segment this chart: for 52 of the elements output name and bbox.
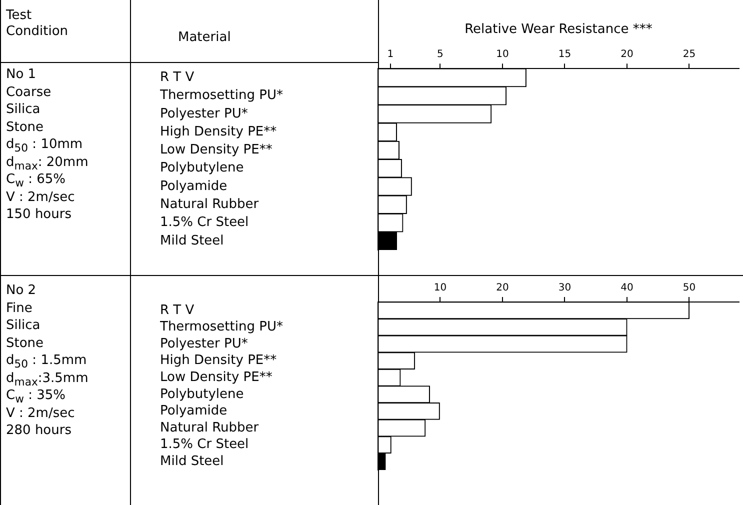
y-tick-label: Thermosetting PU* [159, 88, 284, 104]
y-tick-label: R T V [160, 302, 194, 318]
x-tick-label: 20 [496, 282, 509, 294]
text: d$_{max}$:3.5mm [6, 370, 88, 388]
x-tick-label: 1 [387, 49, 394, 60]
y-tick-label: 1.5% Cr Steel [160, 437, 249, 452]
x-tick-label: 50 [682, 282, 696, 294]
x-tick-label: 10 [496, 49, 509, 60]
text: d$_{50}$ : 1.5mm [6, 353, 87, 371]
y-tick-label: Mild Steel [160, 454, 224, 469]
y-tick-label: High Density PE** [160, 124, 278, 140]
y-tick-label: R T V [160, 70, 194, 86]
y-tick-label: Polyamide [160, 178, 228, 194]
text: Coarse [6, 84, 52, 101]
y-tick-label: Polyamide [160, 404, 228, 419]
text: Stone [6, 334, 44, 352]
x-tick-label: 20 [620, 49, 634, 60]
text: 280 hours [6, 422, 72, 440]
text: No 2 [6, 282, 36, 300]
x-tick-label: 10 [434, 282, 447, 294]
y-tick-label: Mild Steel [160, 233, 224, 248]
x-tick-label: 40 [620, 282, 634, 294]
text: Silica [6, 317, 40, 334]
text: Stone [6, 118, 44, 136]
y-axis-title: Material [178, 30, 231, 46]
text: Test Condition [6, 8, 68, 40]
y-tick-label: Polybutylene [160, 160, 244, 176]
y-tick-label: Polybutylene [160, 386, 244, 402]
x-axis-title: Relative Wear Resistance *** [464, 22, 653, 38]
text: Fine [6, 300, 32, 317]
y-tick-label: Polyester PU* [160, 336, 248, 352]
text: d$_{50}$ : 10mm [6, 137, 83, 155]
x-tick-label: 5 [437, 49, 444, 60]
text: No 1 [6, 66, 36, 84]
y-tick-label: Polyester PU* [160, 106, 248, 122]
y-tick-label: Low Density PE** [160, 142, 273, 158]
x-tick-label: 15 [558, 49, 572, 60]
y-tick-label: Natural Rubber [160, 420, 260, 436]
y-tick-label: Natural Rubber [160, 197, 260, 212]
text: d$_{max}$: 20mm [6, 154, 88, 172]
text: Silica [6, 101, 40, 118]
y-tick-label: Low Density PE** [160, 370, 273, 385]
y-tick-label: High Density PE** [160, 353, 278, 368]
text: 150 hours [6, 206, 72, 224]
y-tick-label: Thermosetting PU* [159, 320, 284, 335]
x-tick-label: 30 [558, 282, 572, 294]
text: C$_{w}$ : 65% [6, 172, 66, 190]
x-tick-label: 25 [682, 49, 696, 60]
text: V : 2m/sec [6, 404, 75, 422]
text: V : 2m/sec [6, 188, 75, 206]
text: C$_{w}$ : 35% [6, 388, 66, 406]
y-tick-label: 1.5% Cr Steel [160, 215, 249, 230]
